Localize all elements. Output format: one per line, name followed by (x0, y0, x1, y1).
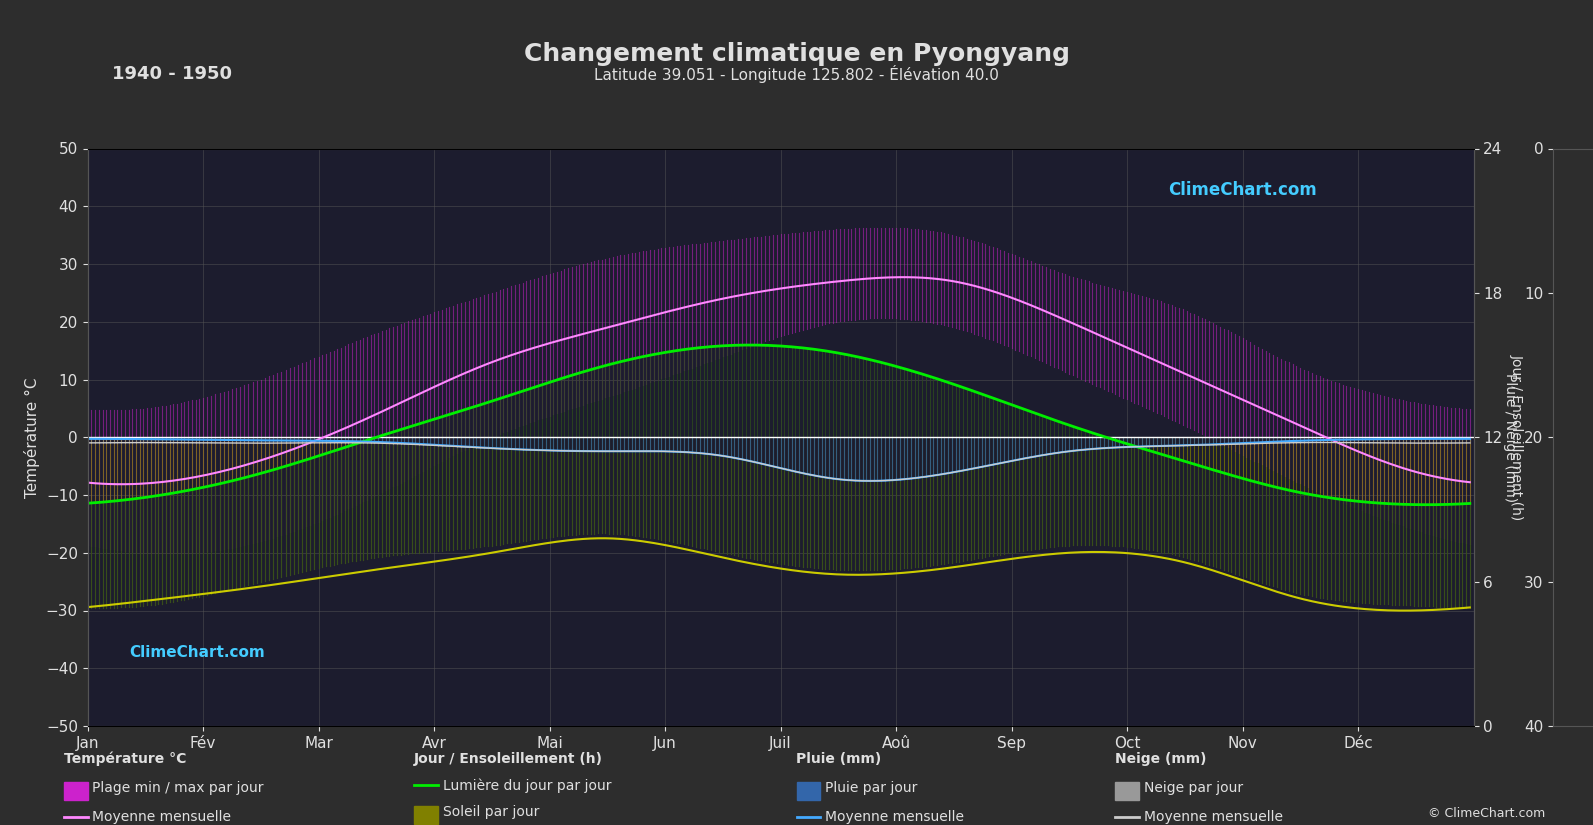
Text: Pluie (mm): Pluie (mm) (796, 752, 883, 766)
Text: Moyenne mensuelle: Moyenne mensuelle (825, 810, 964, 824)
Text: Plage min / max par jour: Plage min / max par jour (92, 781, 264, 795)
Y-axis label: Jour / Ensoleillement (h): Jour / Ensoleillement (h) (1509, 354, 1523, 521)
Y-axis label: Pluie / Neige (mm): Pluie / Neige (mm) (1504, 373, 1517, 502)
Text: ClimeChart.com: ClimeChart.com (129, 644, 264, 660)
Text: Température °C: Température °C (64, 752, 186, 766)
Text: Jour / Ensoleillement (h): Jour / Ensoleillement (h) (414, 752, 604, 766)
Text: © ClimeChart.com: © ClimeChart.com (1427, 807, 1545, 820)
Text: Moyenne mensuelle: Moyenne mensuelle (92, 810, 231, 824)
Text: Neige (mm): Neige (mm) (1115, 752, 1206, 766)
Text: Neige par jour: Neige par jour (1144, 781, 1243, 795)
Y-axis label: Température °C: Température °C (24, 377, 40, 497)
Text: 1940 - 1950: 1940 - 1950 (112, 65, 231, 83)
Text: Lumière du jour par jour: Lumière du jour par jour (443, 778, 612, 793)
Text: Latitude 39.051 - Longitude 125.802 - Élévation 40.0: Latitude 39.051 - Longitude 125.802 - Él… (594, 65, 999, 83)
Text: Changement climatique en Pyongyang: Changement climatique en Pyongyang (524, 41, 1069, 66)
Text: Soleil par jour: Soleil par jour (443, 805, 538, 819)
Text: Moyenne mensuelle: Moyenne mensuelle (1144, 810, 1282, 824)
Text: Pluie par jour: Pluie par jour (825, 781, 918, 795)
Text: ClimeChart.com: ClimeChart.com (1169, 181, 1317, 199)
